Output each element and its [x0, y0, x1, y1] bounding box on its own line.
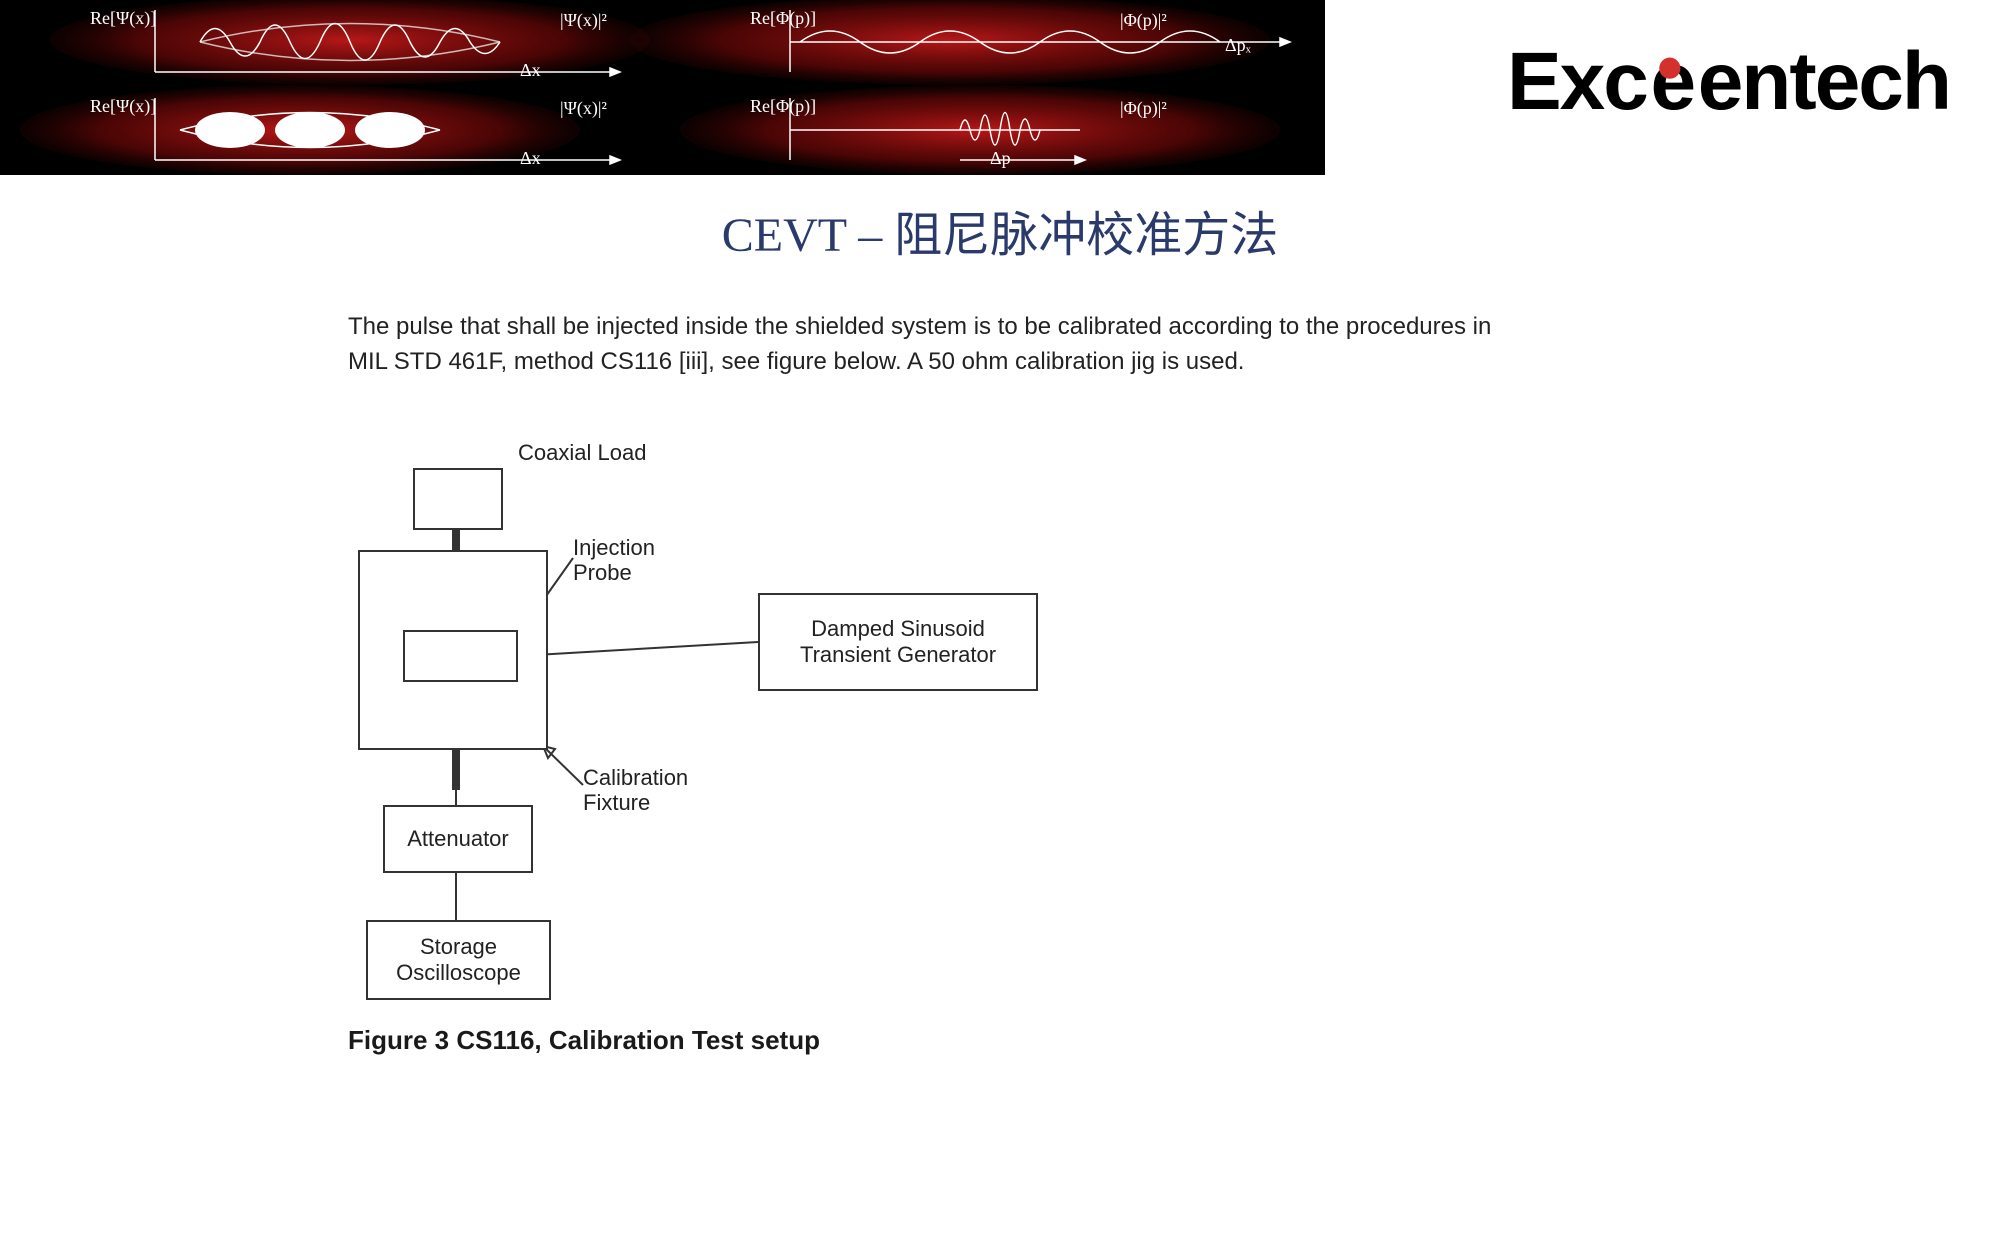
box-generator: Damped Sinusoid Transient Generator — [758, 593, 1038, 691]
banner-label: Δp — [990, 148, 1011, 169]
box-generator-label: Damped Sinusoid Transient Generator — [800, 616, 996, 669]
label-calibration-fixture: Calibration Fixture — [583, 765, 688, 816]
box-oscilloscope-label: Storage Oscilloscope — [396, 934, 521, 987]
banner-label: |Ψ(x)|² — [560, 10, 607, 31]
banner-label: Re[Φ(p)] — [750, 96, 816, 117]
logo: Exce●entech — [1507, 35, 1950, 129]
page-title: CEVT – 阻尼脉冲校准方法 — [0, 195, 2000, 265]
label-coaxial-load: Coaxial Load — [518, 440, 646, 465]
box-oscilloscope: Storage Oscilloscope — [366, 920, 551, 1000]
header-banner: Re[Ψ(x)] |Ψ(x)|² Re[Φ(p)] |Φ(p)|² Δpₓ Δx… — [0, 0, 1325, 175]
box-injection-probe — [403, 630, 518, 682]
banner-label: |Ψ(x)|² — [560, 98, 607, 119]
logo-pre: Exc — [1507, 36, 1647, 127]
box-coaxial-load — [413, 468, 503, 530]
banner-label: Re[Φ(p)] — [750, 8, 816, 29]
logo-post: entech — [1698, 36, 1950, 127]
banner-label: Re[Ψ(x)] — [90, 8, 156, 29]
banner-label: Δx — [520, 60, 541, 81]
banner-label: Δx — [520, 148, 541, 169]
calibration-diagram: Damped Sinusoid Transient Generator Atte… — [348, 430, 1148, 1070]
banner-label: |Φ(p)|² — [1120, 10, 1167, 31]
banner-label: Δpₓ — [1225, 35, 1251, 56]
body-text: The pulse that shall be injected inside … — [348, 310, 1528, 380]
label-injection-probe: Injection Probe — [573, 535, 655, 586]
box-attenuator: Attenuator — [383, 805, 533, 873]
figure-caption: Figure 3 CS116, Calibration Test setup — [348, 1025, 820, 1056]
banner-label: |Φ(p)|² — [1120, 98, 1167, 119]
logo-dot-icon: ● — [1655, 37, 1683, 94]
box-attenuator-label: Attenuator — [407, 826, 509, 852]
banner-label: Re[Ψ(x)] — [90, 96, 156, 117]
